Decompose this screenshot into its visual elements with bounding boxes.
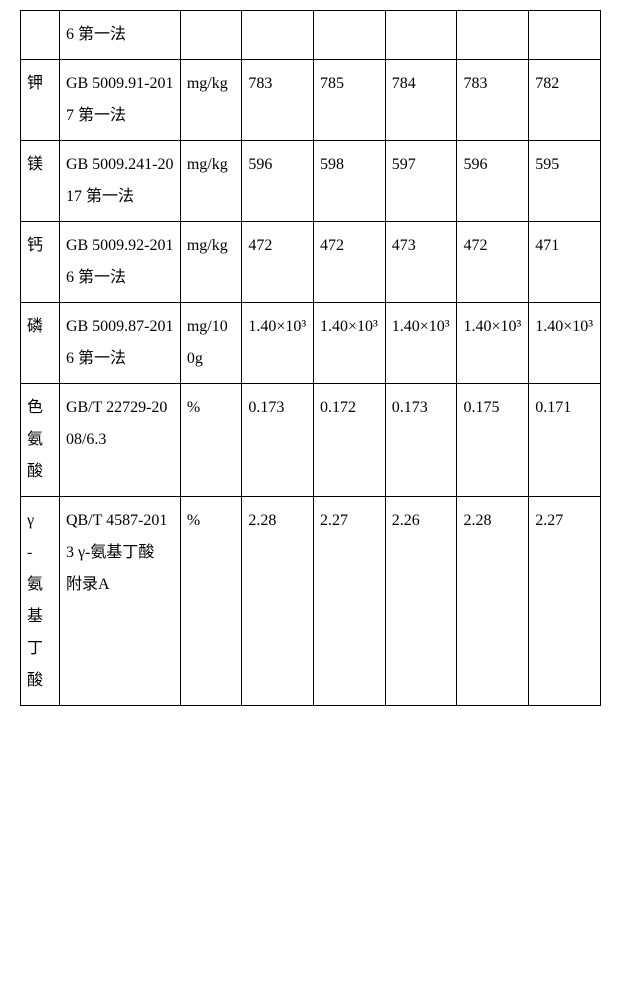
table-row: 镁 GB 5009.241-2017 第一法 mg/kg 596 598 597… [21,141,601,222]
cell-value: 472 [457,222,529,303]
cell-method: QB/T 4587-2013 γ-氨基丁酸 附录A [59,497,180,706]
cell-value: 2.28 [457,497,529,706]
cell-value [242,11,314,60]
cell-value: 596 [242,141,314,222]
cell-unit: % [180,497,241,706]
cell-value: 0.171 [529,384,601,497]
cell-value: 1.40×10³ [457,303,529,384]
cell-name: 色氨酸 [21,384,60,497]
page-container: 6 第一法 钾 GB 5009.91-2017 第一法 mg/kg 783 78… [0,0,621,1000]
cell-name: 钙 [21,222,60,303]
cell-value: 0.173 [242,384,314,497]
cell-value: 0.172 [314,384,386,497]
cell-value: 597 [385,141,457,222]
table-row: 钾 GB 5009.91-2017 第一法 mg/kg 783 785 784 … [21,60,601,141]
cell-value: 2.28 [242,497,314,706]
cell-value: 0.175 [457,384,529,497]
cell-value [529,11,601,60]
cell-name: 镁 [21,141,60,222]
cell-value: 1.40×10³ [385,303,457,384]
cell-method: GB 5009.91-2017 第一法 [59,60,180,141]
cell-value: 2.26 [385,497,457,706]
table-row: 钙 GB 5009.92-2016 第一法 mg/kg 472 472 473 … [21,222,601,303]
table-body: 6 第一法 钾 GB 5009.91-2017 第一法 mg/kg 783 78… [21,11,601,706]
table-row: 6 第一法 [21,11,601,60]
cell-value: 2.27 [314,497,386,706]
cell-value: 596 [457,141,529,222]
cell-value: 472 [242,222,314,303]
cell-value: 783 [242,60,314,141]
cell-value: 1.40×10³ [529,303,601,384]
cell-value: 473 [385,222,457,303]
table-row: γ-氨基丁酸 QB/T 4587-2013 γ-氨基丁酸 附录A % 2.28 … [21,497,601,706]
cell-unit: mg/kg [180,141,241,222]
cell-value: 1.40×10³ [242,303,314,384]
cell-value: 784 [385,60,457,141]
cell-value: 783 [457,60,529,141]
cell-name: 钾 [21,60,60,141]
table-row: 色氨酸 GB/T 22729-2008/6.3 % 0.173 0.172 0.… [21,384,601,497]
cell-unit: mg/kg [180,222,241,303]
cell-unit [180,11,241,60]
cell-method: GB 5009.92-2016 第一法 [59,222,180,303]
cell-unit: mg/kg [180,60,241,141]
cell-method: GB/T 22729-2008/6.3 [59,384,180,497]
cell-value: 598 [314,141,386,222]
cell-value: 595 [529,141,601,222]
cell-unit: mg/100g [180,303,241,384]
cell-value [457,11,529,60]
cell-method: GB 5009.87-2016 第一法 [59,303,180,384]
cell-value: 785 [314,60,386,141]
cell-value: 2.27 [529,497,601,706]
cell-name: 磷 [21,303,60,384]
cell-value [385,11,457,60]
table-row: 磷 GB 5009.87-2016 第一法 mg/100g 1.40×10³ 1… [21,303,601,384]
cell-name [21,11,60,60]
cell-value [314,11,386,60]
data-table: 6 第一法 钾 GB 5009.91-2017 第一法 mg/kg 783 78… [20,10,601,706]
cell-value: 782 [529,60,601,141]
cell-unit: % [180,384,241,497]
cell-value: 0.173 [385,384,457,497]
cell-method: 6 第一法 [59,11,180,60]
cell-value: 472 [314,222,386,303]
cell-value: 471 [529,222,601,303]
cell-method: GB 5009.241-2017 第一法 [59,141,180,222]
cell-name: γ-氨基丁酸 [21,497,60,706]
cell-value: 1.40×10³ [314,303,386,384]
